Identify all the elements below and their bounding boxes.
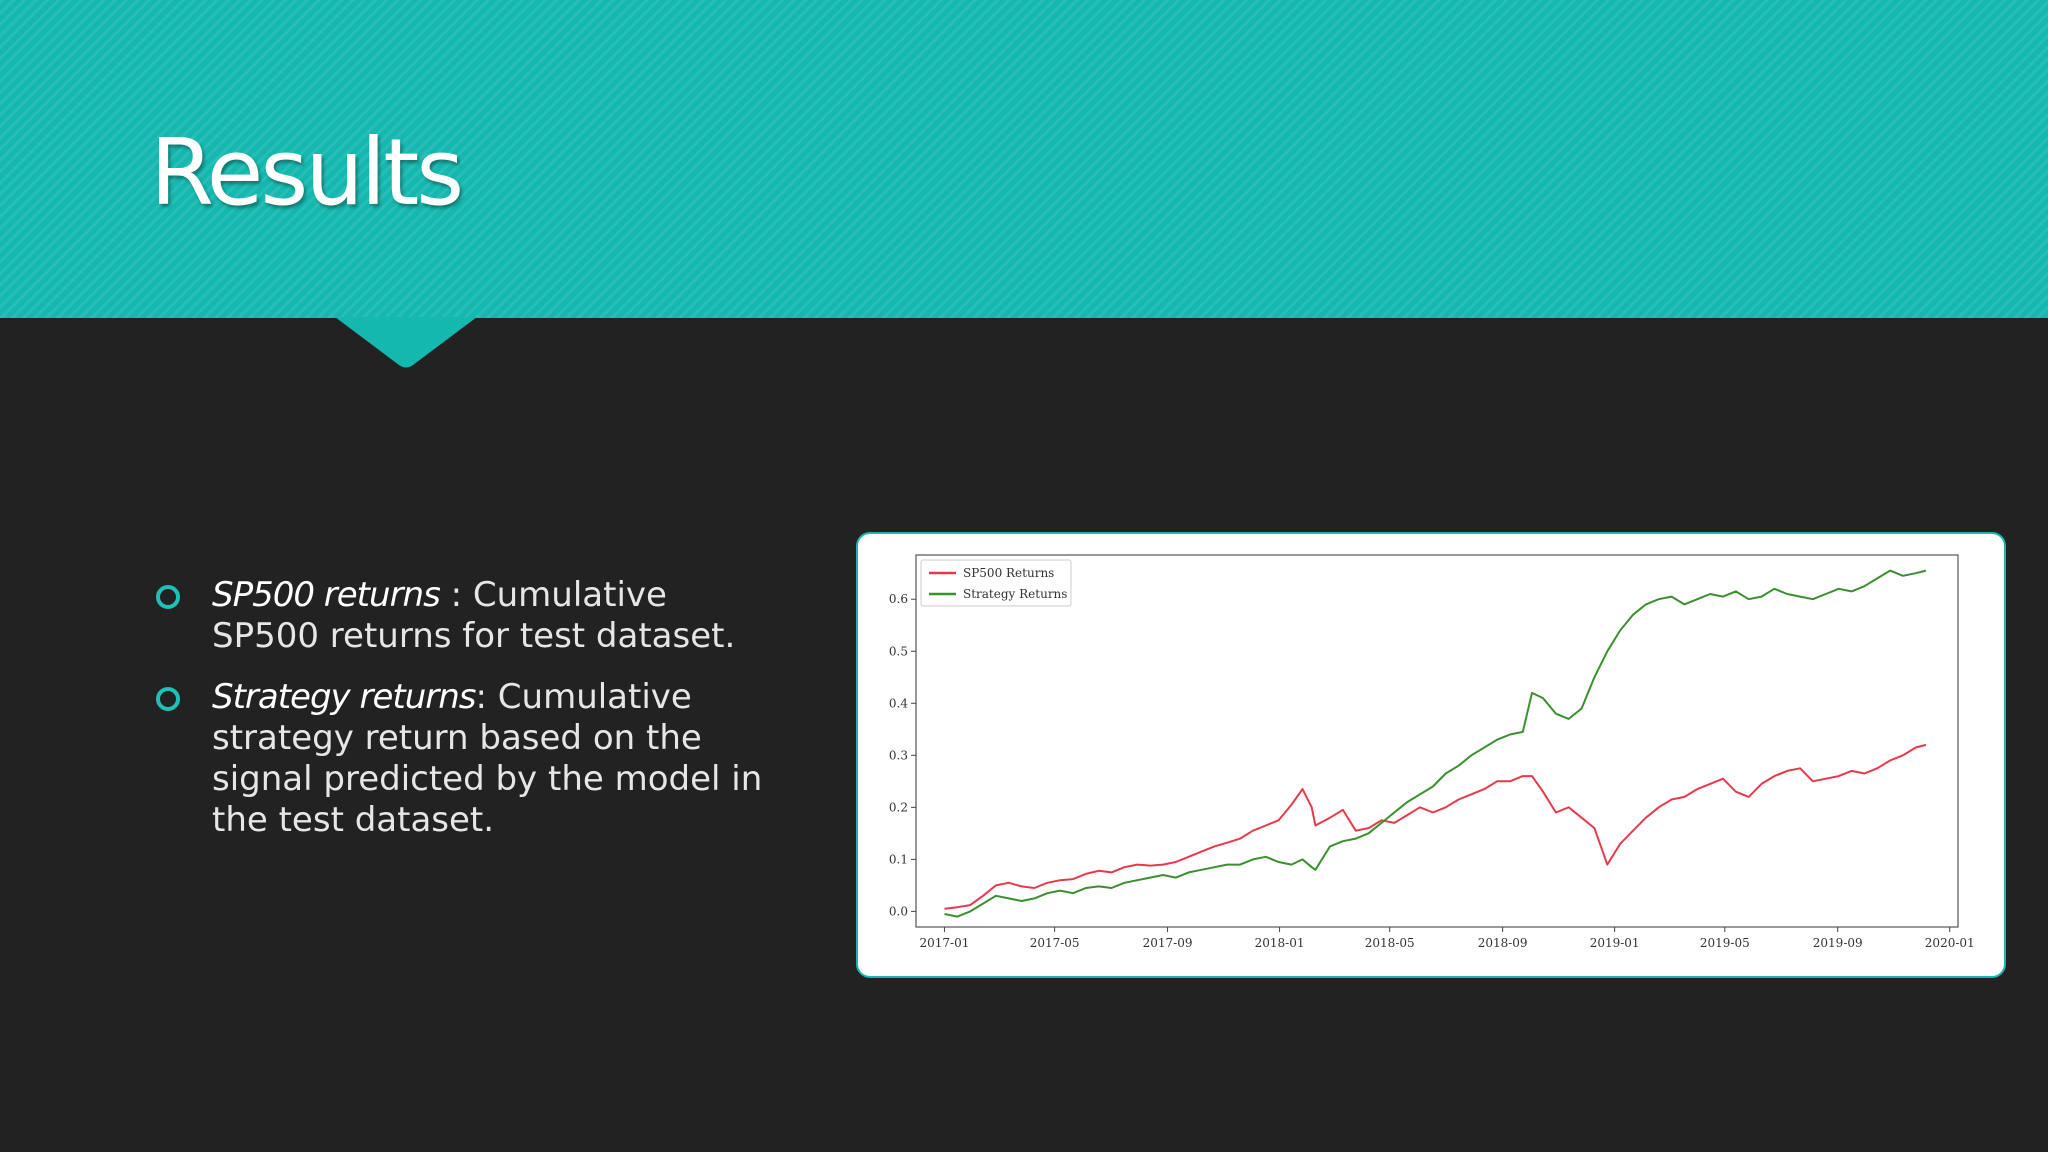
y-tick-label: 0.2 [889, 800, 908, 814]
y-tick-label: 0.4 [889, 696, 908, 710]
x-tick-label: 2017-05 [1030, 936, 1080, 950]
chart-card: 0.0 0.1 0.2 0.3 0.4 0.5 0.6 2017-01 2017-05 2017-… [856, 532, 2006, 978]
legend-box [920, 559, 1072, 607]
legend-label: SP500 Returns [963, 566, 1054, 580]
x-tick-label: 2017-01 [920, 936, 970, 950]
title-banner [0, 0, 2048, 318]
series-line-strategy [944, 569, 1927, 918]
bullet-term: SP500 returns [212, 575, 441, 615]
series-line-sp500 [944, 743, 1927, 910]
y-tick-label: 0.1 [889, 852, 908, 866]
y-tick-label: 0.0 [889, 904, 908, 918]
x-tick-label: 2019-05 [1700, 936, 1750, 950]
legend-label: Strategy Returns [963, 587, 1067, 601]
bullet-sp500: SP500 returns : Cumulative SP500 returns… [152, 575, 772, 657]
banner-notch [335, 317, 477, 368]
x-tick-label: 2017-09 [1143, 936, 1193, 950]
bullet-separator: : [439, 575, 473, 615]
y-tick-label: 0.6 [889, 592, 908, 606]
bullet-separator: : [475, 677, 498, 717]
bullet-strategy: Strategy returns: Cumulative strategy re… [152, 677, 772, 841]
y-tick-label: 0.5 [889, 644, 908, 658]
plot-frame [915, 554, 1959, 928]
x-tick-label: 2018-09 [1478, 936, 1528, 950]
circle-bullet-icon [156, 585, 180, 609]
bullet-text: Cumulative strategy return based on the … [212, 677, 763, 840]
returns-line-chart: 0.0 0.1 0.2 0.3 0.4 0.5 0.6 2017-01 2017-05 2017-… [889, 554, 1975, 950]
circle-bullet-icon [156, 687, 180, 711]
bullet-term: Strategy returns [212, 677, 477, 717]
y-tick-label: 0.3 [889, 748, 908, 762]
bullet-text: Cumulative SP500 returns for test datase… [212, 575, 736, 656]
x-tick-label: 2018-01 [1255, 936, 1305, 950]
x-tick-label: 2020-01 [1925, 936, 1975, 950]
x-tick-label: 2018-05 [1365, 936, 1415, 950]
x-tick-label: 2019-01 [1590, 936, 1640, 950]
bullet-list: SP500 returns : Cumulative SP500 returns… [152, 575, 772, 861]
page-title: Results [150, 119, 464, 226]
x-tick-label: 2019-09 [1813, 936, 1863, 950]
